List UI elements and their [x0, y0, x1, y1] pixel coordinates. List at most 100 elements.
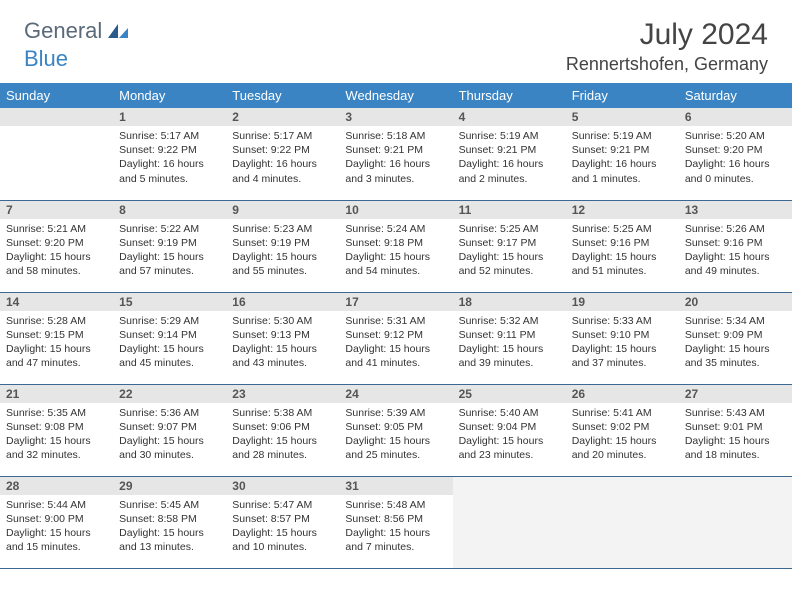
calendar-day-cell: 21Sunrise: 5:35 AMSunset: 9:08 PMDayligh…: [0, 384, 113, 476]
day-number: 17: [339, 293, 452, 311]
day-number: 30: [226, 477, 339, 495]
day-details: Sunrise: 5:36 AMSunset: 9:07 PMDaylight:…: [113, 403, 226, 467]
calendar-row: 28Sunrise: 5:44 AMSunset: 9:00 PMDayligh…: [0, 476, 792, 568]
calendar-day-cell: 8Sunrise: 5:22 AMSunset: 9:19 PMDaylight…: [113, 200, 226, 292]
day-details: Sunrise: 5:19 AMSunset: 9:21 PMDaylight:…: [453, 126, 566, 190]
calendar-day-cell: 17Sunrise: 5:31 AMSunset: 9:12 PMDayligh…: [339, 292, 452, 384]
calendar-day-cell: 10Sunrise: 5:24 AMSunset: 9:18 PMDayligh…: [339, 200, 452, 292]
weekday-header: Tuesday: [226, 83, 339, 108]
calendar-row: 21Sunrise: 5:35 AMSunset: 9:08 PMDayligh…: [0, 384, 792, 476]
day-details: Sunrise: 5:30 AMSunset: 9:13 PMDaylight:…: [226, 311, 339, 375]
calendar-day-cell: 12Sunrise: 5:25 AMSunset: 9:16 PMDayligh…: [566, 200, 679, 292]
day-number: 9: [226, 201, 339, 219]
day-number: 16: [226, 293, 339, 311]
calendar-day-cell: 25Sunrise: 5:40 AMSunset: 9:04 PMDayligh…: [453, 384, 566, 476]
day-details: Sunrise: 5:19 AMSunset: 9:21 PMDaylight:…: [566, 126, 679, 190]
calendar-day-cell: 11Sunrise: 5:25 AMSunset: 9:17 PMDayligh…: [453, 200, 566, 292]
day-number: 31: [339, 477, 452, 495]
weekday-header: Wednesday: [339, 83, 452, 108]
day-number: 7: [0, 201, 113, 219]
day-details: Sunrise: 5:26 AMSunset: 9:16 PMDaylight:…: [679, 219, 792, 283]
day-details: Sunrise: 5:31 AMSunset: 9:12 PMDaylight:…: [339, 311, 452, 375]
day-number: 14: [0, 293, 113, 311]
logo-text-blue: Blue: [24, 46, 68, 71]
day-number: 4: [453, 108, 566, 126]
day-details: Sunrise: 5:43 AMSunset: 9:01 PMDaylight:…: [679, 403, 792, 467]
day-details: Sunrise: 5:35 AMSunset: 9:08 PMDaylight:…: [0, 403, 113, 467]
calendar-day-cell: 24Sunrise: 5:39 AMSunset: 9:05 PMDayligh…: [339, 384, 452, 476]
day-details: Sunrise: 5:20 AMSunset: 9:20 PMDaylight:…: [679, 126, 792, 190]
day-number: 22: [113, 385, 226, 403]
calendar-day-cell: 15Sunrise: 5:29 AMSunset: 9:14 PMDayligh…: [113, 292, 226, 384]
day-details: Sunrise: 5:32 AMSunset: 9:11 PMDaylight:…: [453, 311, 566, 375]
day-number: 11: [453, 201, 566, 219]
day-number: 27: [679, 385, 792, 403]
location-label: Rennertshofen, Germany: [566, 54, 768, 75]
calendar-empty-cell: [566, 476, 679, 568]
day-details: Sunrise: 5:48 AMSunset: 8:56 PMDaylight:…: [339, 495, 452, 559]
calendar-day-cell: 22Sunrise: 5:36 AMSunset: 9:07 PMDayligh…: [113, 384, 226, 476]
calendar-row: 1Sunrise: 5:17 AMSunset: 9:22 PMDaylight…: [0, 108, 792, 200]
weekday-header: Sunday: [0, 83, 113, 108]
month-title: July 2024: [566, 18, 768, 52]
day-number: 2: [226, 108, 339, 126]
day-details: Sunrise: 5:17 AMSunset: 9:22 PMDaylight:…: [113, 126, 226, 190]
day-number: 5: [566, 108, 679, 126]
calendar-day-cell: 29Sunrise: 5:45 AMSunset: 8:58 PMDayligh…: [113, 476, 226, 568]
day-details: Sunrise: 5:47 AMSunset: 8:57 PMDaylight:…: [226, 495, 339, 559]
weekday-header: Friday: [566, 83, 679, 108]
day-details: Sunrise: 5:18 AMSunset: 9:21 PMDaylight:…: [339, 126, 452, 190]
day-details: Sunrise: 5:33 AMSunset: 9:10 PMDaylight:…: [566, 311, 679, 375]
day-details: Sunrise: 5:17 AMSunset: 9:22 PMDaylight:…: [226, 126, 339, 190]
day-details: Sunrise: 5:28 AMSunset: 9:15 PMDaylight:…: [0, 311, 113, 375]
day-number: 26: [566, 385, 679, 403]
calendar-day-cell: 2Sunrise: 5:17 AMSunset: 9:22 PMDaylight…: [226, 108, 339, 200]
logo-sail-icon: [106, 22, 130, 40]
day-number: 15: [113, 293, 226, 311]
calendar-row: 7Sunrise: 5:21 AMSunset: 9:20 PMDaylight…: [0, 200, 792, 292]
day-number: 1: [113, 108, 226, 126]
day-number: 19: [566, 293, 679, 311]
calendar-day-cell: 26Sunrise: 5:41 AMSunset: 9:02 PMDayligh…: [566, 384, 679, 476]
calendar-day-cell: 19Sunrise: 5:33 AMSunset: 9:10 PMDayligh…: [566, 292, 679, 384]
day-details: Sunrise: 5:41 AMSunset: 9:02 PMDaylight:…: [566, 403, 679, 467]
day-number: 3: [339, 108, 452, 126]
calendar-day-cell: 3Sunrise: 5:18 AMSunset: 9:21 PMDaylight…: [339, 108, 452, 200]
day-details: Sunrise: 5:24 AMSunset: 9:18 PMDaylight:…: [339, 219, 452, 283]
calendar-row: 14Sunrise: 5:28 AMSunset: 9:15 PMDayligh…: [0, 292, 792, 384]
day-number: 29: [113, 477, 226, 495]
calendar-day-cell: 5Sunrise: 5:19 AMSunset: 9:21 PMDaylight…: [566, 108, 679, 200]
day-details: Sunrise: 5:22 AMSunset: 9:19 PMDaylight:…: [113, 219, 226, 283]
calendar-empty-cell: [0, 108, 113, 200]
day-number: 28: [0, 477, 113, 495]
day-details: Sunrise: 5:45 AMSunset: 8:58 PMDaylight:…: [113, 495, 226, 559]
calendar-day-cell: 18Sunrise: 5:32 AMSunset: 9:11 PMDayligh…: [453, 292, 566, 384]
day-details: Sunrise: 5:34 AMSunset: 9:09 PMDaylight:…: [679, 311, 792, 375]
day-number: 10: [339, 201, 452, 219]
calendar-day-cell: 14Sunrise: 5:28 AMSunset: 9:15 PMDayligh…: [0, 292, 113, 384]
weekday-header: Monday: [113, 83, 226, 108]
day-details: Sunrise: 5:40 AMSunset: 9:04 PMDaylight:…: [453, 403, 566, 467]
calendar-head: SundayMondayTuesdayWednesdayThursdayFrid…: [0, 83, 792, 108]
calendar-day-cell: 4Sunrise: 5:19 AMSunset: 9:21 PMDaylight…: [453, 108, 566, 200]
page-header: General July 2024 Rennertshofen, Germany: [0, 0, 792, 83]
calendar-day-cell: 6Sunrise: 5:20 AMSunset: 9:20 PMDaylight…: [679, 108, 792, 200]
day-details: Sunrise: 5:44 AMSunset: 9:00 PMDaylight:…: [0, 495, 113, 559]
day-details: Sunrise: 5:38 AMSunset: 9:06 PMDaylight:…: [226, 403, 339, 467]
logo-text-general: General: [24, 18, 102, 44]
calendar-day-cell: 20Sunrise: 5:34 AMSunset: 9:09 PMDayligh…: [679, 292, 792, 384]
day-number: 8: [113, 201, 226, 219]
calendar-day-cell: 7Sunrise: 5:21 AMSunset: 9:20 PMDaylight…: [0, 200, 113, 292]
calendar-day-cell: 31Sunrise: 5:48 AMSunset: 8:56 PMDayligh…: [339, 476, 452, 568]
weekday-header: Saturday: [679, 83, 792, 108]
calendar-day-cell: 1Sunrise: 5:17 AMSunset: 9:22 PMDaylight…: [113, 108, 226, 200]
day-details: Sunrise: 5:29 AMSunset: 9:14 PMDaylight:…: [113, 311, 226, 375]
day-number: 13: [679, 201, 792, 219]
calendar-day-cell: 16Sunrise: 5:30 AMSunset: 9:13 PMDayligh…: [226, 292, 339, 384]
calendar-day-cell: 30Sunrise: 5:47 AMSunset: 8:57 PMDayligh…: [226, 476, 339, 568]
day-details: Sunrise: 5:25 AMSunset: 9:17 PMDaylight:…: [453, 219, 566, 283]
day-number: 21: [0, 385, 113, 403]
logo-sub: Blue: [24, 46, 68, 72]
weekday-header: Thursday: [453, 83, 566, 108]
title-block: July 2024 Rennertshofen, Germany: [566, 18, 768, 75]
